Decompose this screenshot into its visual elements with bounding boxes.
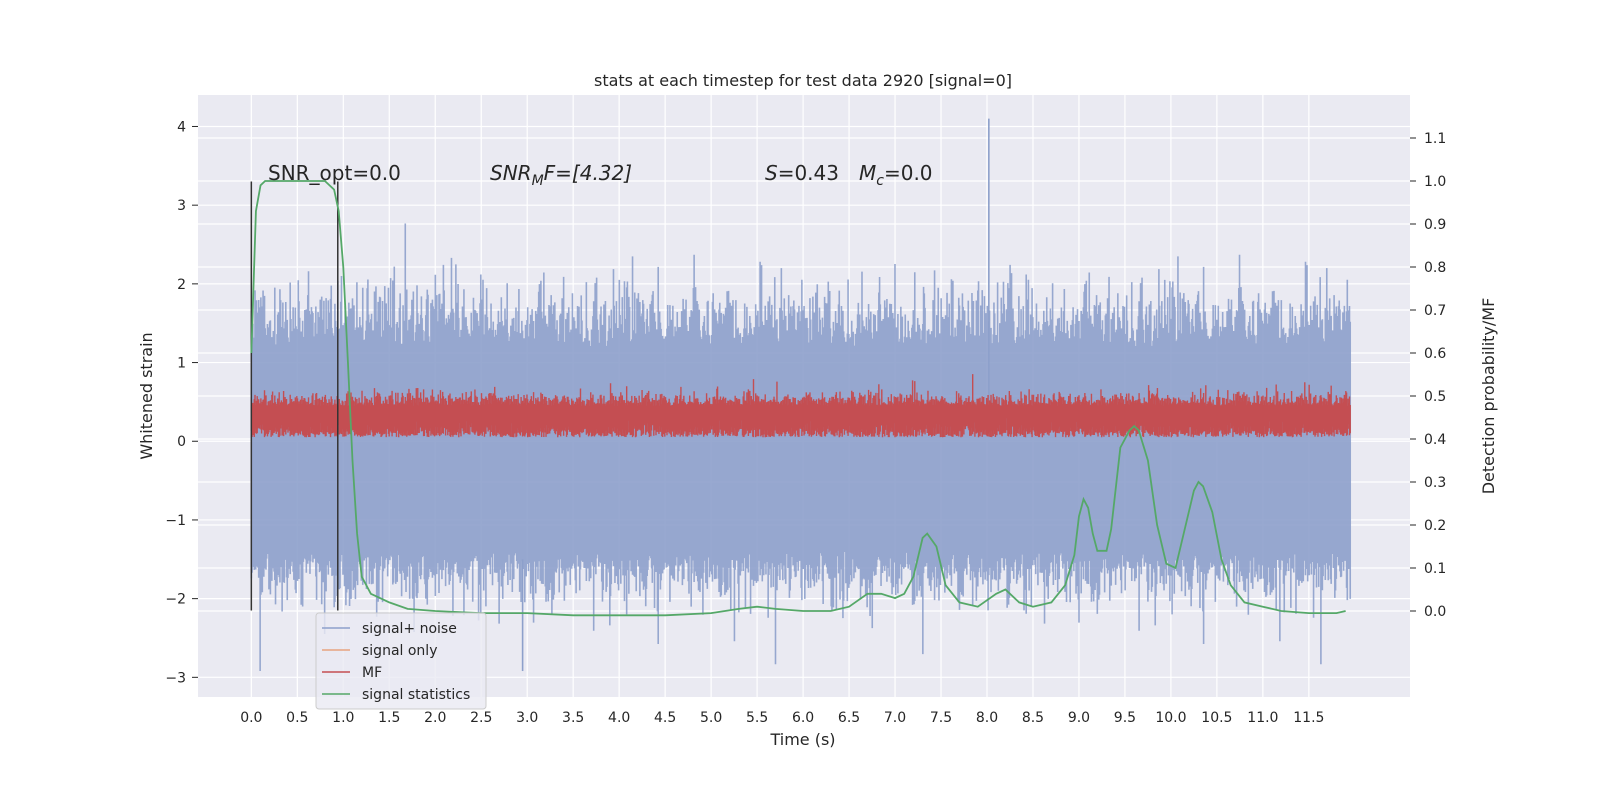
x-tick-label: 7.5 bbox=[930, 710, 952, 726]
x-tick-label: 5.5 bbox=[746, 710, 768, 726]
x-tick-label: 2.0 bbox=[424, 710, 446, 726]
x-tick-label: 11.5 bbox=[1293, 710, 1324, 726]
y-tick-label: 4 bbox=[177, 119, 186, 135]
x-tick-label: 6.0 bbox=[792, 710, 814, 726]
y-tick-label: −3 bbox=[165, 670, 186, 686]
y2-tick-label: 0.6 bbox=[1424, 346, 1446, 362]
x-tick-label: 4.5 bbox=[654, 710, 676, 726]
x-tick-label: 0.5 bbox=[286, 710, 308, 726]
annotation-s-symbol: S bbox=[765, 161, 778, 185]
legend-label-mf: MF bbox=[362, 665, 382, 681]
annotation-mc-symbol: M bbox=[859, 161, 876, 185]
y2-tick-label: 0.9 bbox=[1424, 217, 1446, 233]
x-tick-label: 0.0 bbox=[240, 710, 262, 726]
y-tick-label: 0 bbox=[177, 434, 186, 450]
x-tick-label: 3.5 bbox=[562, 710, 584, 726]
x-tick-label: 1.5 bbox=[378, 710, 400, 726]
annotation-mc: Mc=0.0 bbox=[859, 161, 933, 189]
annotation-snr-mf-subscript: M bbox=[532, 173, 544, 189]
x-tick-label: 10.5 bbox=[1201, 710, 1232, 726]
y-tick-label: 1 bbox=[177, 356, 186, 372]
y2-tick-label: 0.3 bbox=[1424, 475, 1446, 491]
annotation-snr-mf-value: F=[4.32] bbox=[544, 161, 632, 185]
y-tick-label: −2 bbox=[165, 592, 186, 608]
annotation-mc-value: =0.0 bbox=[884, 161, 933, 185]
x-tick-label: 1.0 bbox=[332, 710, 354, 726]
y2-tick-label: 0.8 bbox=[1424, 260, 1446, 276]
signal-statistics-line bbox=[250, 180, 1346, 617]
marker-vertical-lines bbox=[250, 181, 339, 611]
y2-tick-label: 0.4 bbox=[1424, 432, 1446, 448]
legend: signal+ noise signal only MF signal stat… bbox=[315, 612, 487, 710]
y2-tick-label: 1.0 bbox=[1424, 174, 1446, 190]
x-tick-label: 11.0 bbox=[1247, 710, 1278, 726]
x-tick-label: 4.0 bbox=[608, 710, 630, 726]
axis-ticks: 0.0 0.5 1.0 1.5 2.0 2.5 3.0 3.5 4.0 4.5 5.0 5.5 6.0 6… bbox=[165, 119, 1446, 726]
x-tick-label: 9.0 bbox=[1068, 710, 1090, 726]
y2-tick-label: 0.5 bbox=[1424, 389, 1446, 405]
annotation-snr-opt: SNR_opt=0.0 bbox=[268, 161, 401, 185]
x-axis-label: Time (s) bbox=[769, 730, 835, 749]
y2-tick-label: 0.1 bbox=[1424, 561, 1446, 577]
y2-tick-label: 0.2 bbox=[1424, 518, 1446, 534]
y-tick-label: 3 bbox=[177, 198, 186, 214]
chart-title: stats at each timestep for test data 292… bbox=[594, 71, 1012, 90]
y-tick-label: −1 bbox=[165, 513, 186, 529]
x-tick-label: 7.0 bbox=[884, 710, 906, 726]
y-tick-label: 2 bbox=[177, 277, 186, 293]
x-tick-label: 9.5 bbox=[1114, 710, 1136, 726]
annotation-snr-mf-symbol: SNR bbox=[490, 161, 532, 185]
y2-tick-label: 1.1 bbox=[1424, 131, 1446, 147]
annotation-s-value: =0.43 bbox=[778, 161, 839, 185]
x-tick-label: 6.5 bbox=[838, 710, 860, 726]
y-axis-label: Whitened strain bbox=[137, 332, 156, 459]
y2-axis-label: Detection probability/MF bbox=[1479, 298, 1498, 495]
annotation-s: S=0.43 bbox=[765, 161, 839, 185]
x-tick-label: 8.0 bbox=[976, 710, 998, 726]
x-tick-label: 2.5 bbox=[470, 710, 492, 726]
legend-label-signal-only: signal only bbox=[362, 643, 437, 659]
x-tick-label: 3.0 bbox=[516, 710, 538, 726]
annotation-snr-mf: SNRMF=[4.32] bbox=[490, 161, 632, 189]
x-tick-label: 8.5 bbox=[1022, 710, 1044, 726]
annotation-mc-subscript: c bbox=[876, 173, 884, 189]
x-tick-label: 10.0 bbox=[1155, 710, 1186, 726]
legend-label-signal-noise: signal+ noise bbox=[362, 621, 457, 637]
legend-box bbox=[315, 612, 487, 710]
series-signal-statistics bbox=[250, 180, 1346, 617]
y2-tick-label: 0.7 bbox=[1424, 303, 1446, 319]
x-tick-label: 5.0 bbox=[700, 710, 722, 726]
y2-tick-label: 0.0 bbox=[1424, 604, 1446, 620]
legend-label-signal-statistics: signal statistics bbox=[362, 687, 470, 703]
